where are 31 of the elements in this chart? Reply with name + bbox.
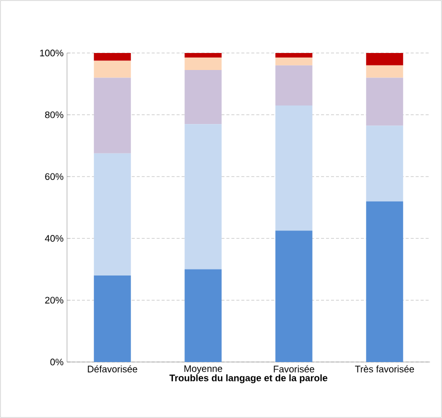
x-tick-label: Très favorisée (355, 365, 414, 372)
bar (275, 52, 312, 58)
y-tick-label: 100% (40, 50, 64, 56)
bar (275, 106, 312, 231)
x-tick-label: Défavorisée (88, 365, 138, 372)
x-axis-title: Troubles du langage et de la parole (169, 374, 328, 384)
bar (184, 58, 222, 70)
bar (94, 52, 131, 61)
bar (94, 153, 131, 276)
bar (275, 65, 312, 106)
y-tick-label: 60% (45, 173, 64, 180)
bar (184, 70, 222, 124)
bar (275, 58, 312, 66)
y-tick-label: 40% (44, 235, 64, 242)
bar (366, 201, 404, 362)
y-tick-label: 20% (45, 296, 64, 304)
bar (184, 269, 222, 362)
bar (366, 78, 404, 126)
x-tick-label: Favorisée (274, 365, 314, 372)
x-tick-label: Moyenne (184, 365, 222, 374)
y-tick-label: 80% (45, 111, 64, 118)
bar (366, 126, 404, 202)
bar (94, 275, 131, 362)
bar (94, 60, 131, 78)
bar (184, 124, 222, 270)
bar (275, 230, 312, 362)
bar (184, 52, 222, 58)
bar (366, 52, 404, 66)
y-tick-label: 0% (50, 358, 64, 366)
bar (366, 65, 404, 78)
bar (94, 78, 131, 154)
